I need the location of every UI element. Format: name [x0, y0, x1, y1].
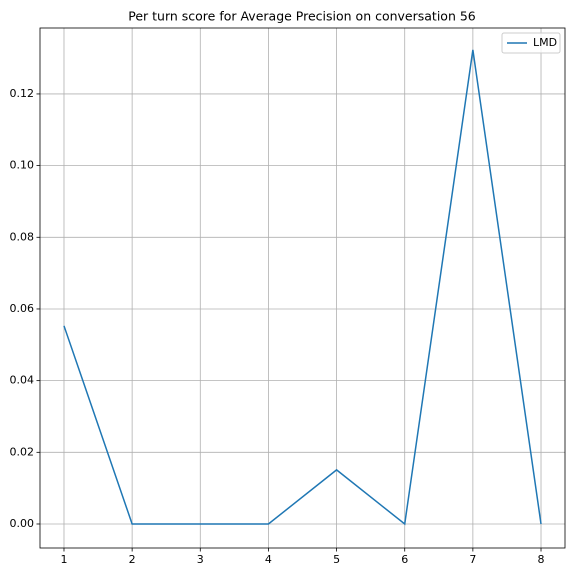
- legend-label: LMD: [533, 36, 557, 49]
- y-tick-label: 0.04: [10, 374, 35, 387]
- x-tick-label: 8: [538, 553, 545, 566]
- series-line: [63, 49, 542, 526]
- y-tick-label: 0.02: [10, 445, 35, 458]
- chart-title: Per turn score for Average Precision on …: [128, 9, 476, 24]
- x-tick-label: 5: [333, 553, 340, 566]
- x-tick-label: 7: [469, 553, 476, 566]
- y-tick-label: 0.10: [10, 159, 35, 172]
- legend-box: [501, 32, 561, 54]
- x-tick-label: 1: [60, 553, 67, 566]
- plot-frame: [39, 27, 566, 549]
- x-tick-label: 3: [197, 553, 204, 566]
- x-tick-label: 4: [265, 553, 272, 566]
- x-tick-label: 2: [129, 553, 136, 566]
- y-tick-label: 0.12: [10, 87, 35, 100]
- y-tick-label: 0.06: [10, 302, 35, 315]
- y-tick-label: 0.00: [10, 517, 35, 530]
- x-tick-label: 6: [401, 553, 408, 566]
- y-tick-label: 0.08: [10, 230, 35, 243]
